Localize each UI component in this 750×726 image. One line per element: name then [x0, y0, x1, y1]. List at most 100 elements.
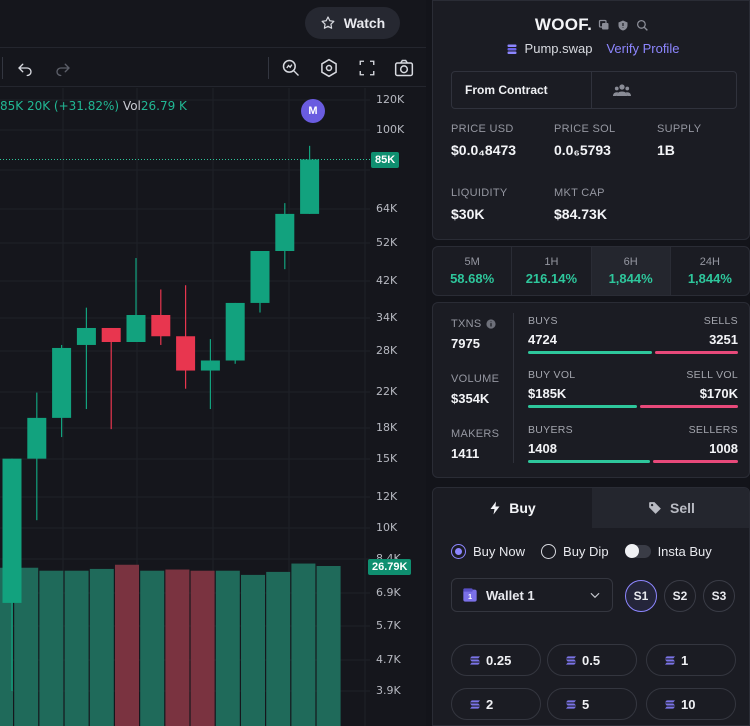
tab-sell-label: Sell — [670, 500, 695, 516]
txns-stat: TXNS 7975 — [451, 318, 496, 351]
watch-button[interactable]: Watch — [305, 7, 400, 39]
buys-sells-ratio: BUYS SELLS 4724 3251 — [528, 315, 738, 354]
stat-label: PRICE SOL — [554, 123, 616, 135]
buyers-sellers-ratio: BUYERS SELLERS 1408 1008 — [528, 424, 738, 463]
candle-body — [176, 336, 196, 371]
stat-label: TXNS — [451, 318, 482, 330]
info-icon[interactable] — [485, 319, 496, 329]
tab-buy[interactable]: Buy — [433, 488, 592, 528]
candle-body — [200, 360, 220, 371]
lightning-icon — [490, 501, 500, 515]
timeframe-label: 5M — [464, 256, 480, 268]
indicator-search-icon[interactable] — [280, 57, 302, 79]
preset-slot-s2[interactable]: S2 — [664, 580, 696, 612]
amount-button[interactable]: 0.25 — [451, 644, 541, 676]
sol-icon — [470, 655, 480, 665]
price-axis-label: 120K — [376, 93, 405, 106]
preset-slot-s1[interactable]: S1 — [625, 580, 657, 612]
price-axis-label: 18K — [376, 421, 398, 434]
order-type-label: Buy Now — [473, 544, 526, 559]
candle-body — [76, 327, 96, 345]
price-chart[interactable] — [0, 88, 426, 726]
candle-body — [275, 213, 295, 251]
stat-label: VOLUME — [451, 373, 500, 385]
amount-button[interactable]: 1 — [646, 644, 736, 676]
ohlc-legend: 85K 20K (+31.82%) Vol26.79 K — [0, 99, 187, 113]
price-axis-label: 15K — [376, 452, 398, 465]
tab-sell[interactable]: Sell — [592, 488, 749, 528]
timeframe-6h[interactable]: 6H 1,844% — [591, 247, 671, 295]
amount-button[interactable]: 10 — [646, 688, 736, 720]
volume-stat: VOLUME $354K — [451, 373, 499, 406]
order-type-buy-now[interactable]: Buy Now — [451, 544, 525, 559]
order-type-buy-dip[interactable]: Buy Dip — [541, 544, 609, 559]
amount-button[interactable]: 2 — [451, 688, 541, 720]
stat-market-cap: MKT CAP $84.73K — [554, 187, 607, 222]
ratio-right-value: 1008 — [709, 441, 738, 456]
price-axis-label: 10K — [376, 521, 398, 534]
legend-vol-value: 26.79 K — [140, 99, 187, 113]
stat-value: 7975 — [451, 336, 480, 351]
from-contract-tab[interactable]: From Contract — [452, 72, 592, 108]
timeframe-1h[interactable]: 1H 216.14% — [512, 247, 592, 295]
amount-button[interactable]: 0.5 — [547, 644, 637, 676]
copy-icon[interactable] — [597, 18, 611, 32]
legend-change: 20K (+31.82%) — [26, 99, 120, 113]
ratio-buy-bar — [528, 351, 652, 354]
users-icon — [613, 84, 631, 96]
price-axis-label: 6.9K — [376, 586, 401, 599]
dex-name[interactable]: Pump.swap — [524, 41, 593, 56]
shield-icon[interactable] — [616, 18, 630, 32]
preset-slot-s3[interactable]: S3 — [703, 580, 735, 612]
trade-panel: Buy Sell Buy Now Buy Dip Insta Buy 1 — [432, 487, 750, 726]
volume-bar — [165, 569, 190, 726]
camera-icon[interactable] — [393, 57, 415, 79]
timeframe-change: 1,844% — [687, 271, 732, 286]
amount-value: 1 — [681, 652, 689, 668]
fullscreen-icon[interactable] — [356, 57, 378, 79]
insta-buy-toggle[interactable]: Insta Buy — [624, 544, 712, 559]
contract-selector: From Contract — [451, 71, 737, 109]
stat-label: MAKERS — [451, 428, 500, 440]
timeframe-change: 216.14% — [525, 271, 578, 286]
stat-label: MKT CAP — [554, 187, 605, 199]
undo-icon[interactable] — [14, 57, 36, 79]
ratio-left-label: BUYERS — [528, 424, 573, 436]
sol-icon — [665, 655, 675, 665]
token-side-panel: WOOF. Pump.swap Verify Profile From Cont… — [432, 0, 750, 726]
wallet-dropdown[interactable]: 1 Wallet 1 — [451, 578, 613, 612]
radio-unselected[interactable] — [541, 544, 557, 559]
ratio-left-label: BUY VOL — [528, 369, 576, 381]
chart-topbar: Watch — [0, 0, 426, 48]
redo-icon[interactable] — [52, 57, 74, 79]
price-axis-label: 22K — [376, 385, 398, 398]
settings-icon[interactable] — [318, 57, 340, 79]
current-volume-tag: 26.79K — [368, 559, 412, 575]
radio-selected[interactable] — [451, 544, 466, 559]
ratio-right-label: SELLERS — [688, 424, 738, 436]
price-axis-label: 42K — [376, 274, 398, 287]
volume-bar — [241, 574, 265, 726]
token-title-row: WOOF. — [433, 15, 750, 35]
token-info-card: WOOF. Pump.swap Verify Profile From Cont… — [432, 0, 750, 240]
timeframe-24h[interactable]: 24H 1,844% — [671, 247, 749, 295]
timeframe-5m[interactable]: 5M 58.68% — [433, 247, 513, 295]
candle-body — [225, 302, 245, 361]
volume-bar — [115, 564, 139, 726]
timeframe-label: 6H — [623, 256, 638, 268]
amount-button[interactable]: 5 — [547, 688, 637, 720]
stat-price-usd: PRICE USD $0.0₄8473 — [451, 123, 516, 158]
search-icon[interactable] — [635, 18, 649, 32]
stat-value: 0.0₆5793 — [554, 142, 611, 158]
verify-profile-link[interactable]: Verify Profile — [606, 41, 680, 56]
holders-tab[interactable] — [592, 72, 652, 108]
ratio-buy-bar — [528, 405, 638, 408]
wallet-icon: 1 — [463, 588, 477, 602]
amount-value: 0.5 — [582, 652, 601, 668]
volume-bar — [291, 563, 316, 726]
timeframe-change: 1,844% — [608, 271, 653, 286]
migration-marker[interactable]: M — [301, 99, 325, 123]
toggle-switch[interactable] — [624, 544, 651, 558]
candle-body — [250, 250, 270, 303]
amount-value: 0.25 — [486, 652, 512, 668]
